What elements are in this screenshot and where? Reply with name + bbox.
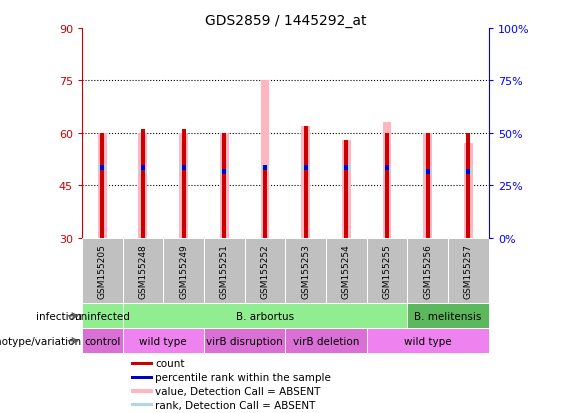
Bar	[245, 238, 285, 304]
Bar	[301, 126, 310, 238]
Bar	[82, 238, 123, 304]
Text: GSM155254: GSM155254	[342, 243, 351, 298]
Bar	[326, 238, 367, 304]
Bar	[204, 328, 285, 353]
Text: GSM155257: GSM155257	[464, 243, 473, 298]
Bar	[138, 169, 147, 175]
Bar	[220, 133, 229, 238]
Bar	[263, 169, 267, 238]
Bar	[204, 238, 245, 304]
Bar	[181, 166, 186, 171]
Bar	[141, 166, 145, 171]
Text: value, Detection Call = ABSENT: value, Detection Call = ABSENT	[155, 386, 320, 396]
Bar	[423, 169, 432, 175]
Bar	[222, 169, 227, 175]
Bar	[342, 166, 351, 171]
Bar	[123, 328, 204, 353]
Bar	[123, 238, 163, 304]
Bar	[100, 133, 105, 238]
Title: GDS2859 / 1445292_at: GDS2859 / 1445292_at	[205, 14, 366, 28]
Bar	[263, 166, 267, 171]
Text: GSM155253: GSM155253	[301, 243, 310, 298]
Bar	[367, 328, 489, 353]
Bar	[260, 166, 270, 171]
Bar	[220, 169, 229, 175]
Text: uninfected: uninfected	[75, 311, 130, 321]
Bar	[425, 169, 430, 175]
Text: GSM155249: GSM155249	[179, 243, 188, 298]
Text: wild type: wild type	[140, 336, 187, 346]
Bar	[385, 133, 389, 238]
Text: B. melitensis: B. melitensis	[414, 311, 482, 321]
Bar	[98, 166, 107, 171]
Bar	[82, 328, 123, 353]
Bar	[131, 362, 153, 365]
Bar	[383, 123, 392, 238]
Bar	[100, 166, 105, 171]
Bar	[285, 238, 326, 304]
Bar	[98, 133, 107, 238]
Bar	[179, 133, 188, 238]
Bar	[181, 130, 186, 238]
Text: GSM155255: GSM155255	[383, 243, 392, 298]
Text: genotype/variation: genotype/variation	[0, 336, 82, 346]
Bar	[423, 133, 432, 238]
Bar	[303, 126, 308, 238]
Bar	[179, 166, 188, 171]
Bar	[344, 140, 349, 238]
Bar	[123, 304, 407, 328]
Bar	[407, 238, 448, 304]
Bar	[131, 376, 153, 379]
Text: GSM155252: GSM155252	[260, 243, 270, 298]
Text: virB disruption: virB disruption	[206, 336, 283, 346]
Bar	[385, 166, 389, 171]
Bar	[367, 238, 407, 304]
Bar	[383, 169, 392, 175]
Text: count: count	[155, 358, 185, 368]
Text: GSM155248: GSM155248	[138, 243, 147, 298]
Text: control: control	[84, 336, 120, 346]
Text: virB deletion: virB deletion	[293, 336, 359, 346]
Text: B. arbortus: B. arbortus	[236, 311, 294, 321]
Text: wild type: wild type	[404, 336, 451, 346]
Text: percentile rank within the sample: percentile rank within the sample	[155, 372, 331, 382]
Text: GSM155256: GSM155256	[423, 243, 432, 298]
Text: GSM155205: GSM155205	[98, 243, 107, 298]
Bar	[344, 166, 349, 171]
Bar	[131, 389, 153, 393]
Bar	[131, 404, 153, 406]
Bar	[425, 133, 430, 238]
Bar	[82, 304, 123, 328]
Bar	[285, 328, 367, 353]
Bar	[407, 304, 489, 328]
Bar	[222, 133, 227, 238]
Bar	[301, 166, 310, 171]
Bar	[464, 144, 473, 238]
Bar	[303, 166, 308, 171]
Bar	[466, 133, 471, 238]
Text: infection: infection	[36, 311, 82, 321]
Bar	[342, 140, 351, 238]
Bar	[141, 130, 145, 238]
Bar	[448, 238, 489, 304]
Bar	[260, 81, 270, 238]
Bar	[163, 238, 204, 304]
Bar	[466, 169, 471, 175]
Text: GSM155251: GSM155251	[220, 243, 229, 298]
Bar	[138, 133, 147, 238]
Text: rank, Detection Call = ABSENT: rank, Detection Call = ABSENT	[155, 400, 315, 410]
Bar	[464, 169, 473, 175]
